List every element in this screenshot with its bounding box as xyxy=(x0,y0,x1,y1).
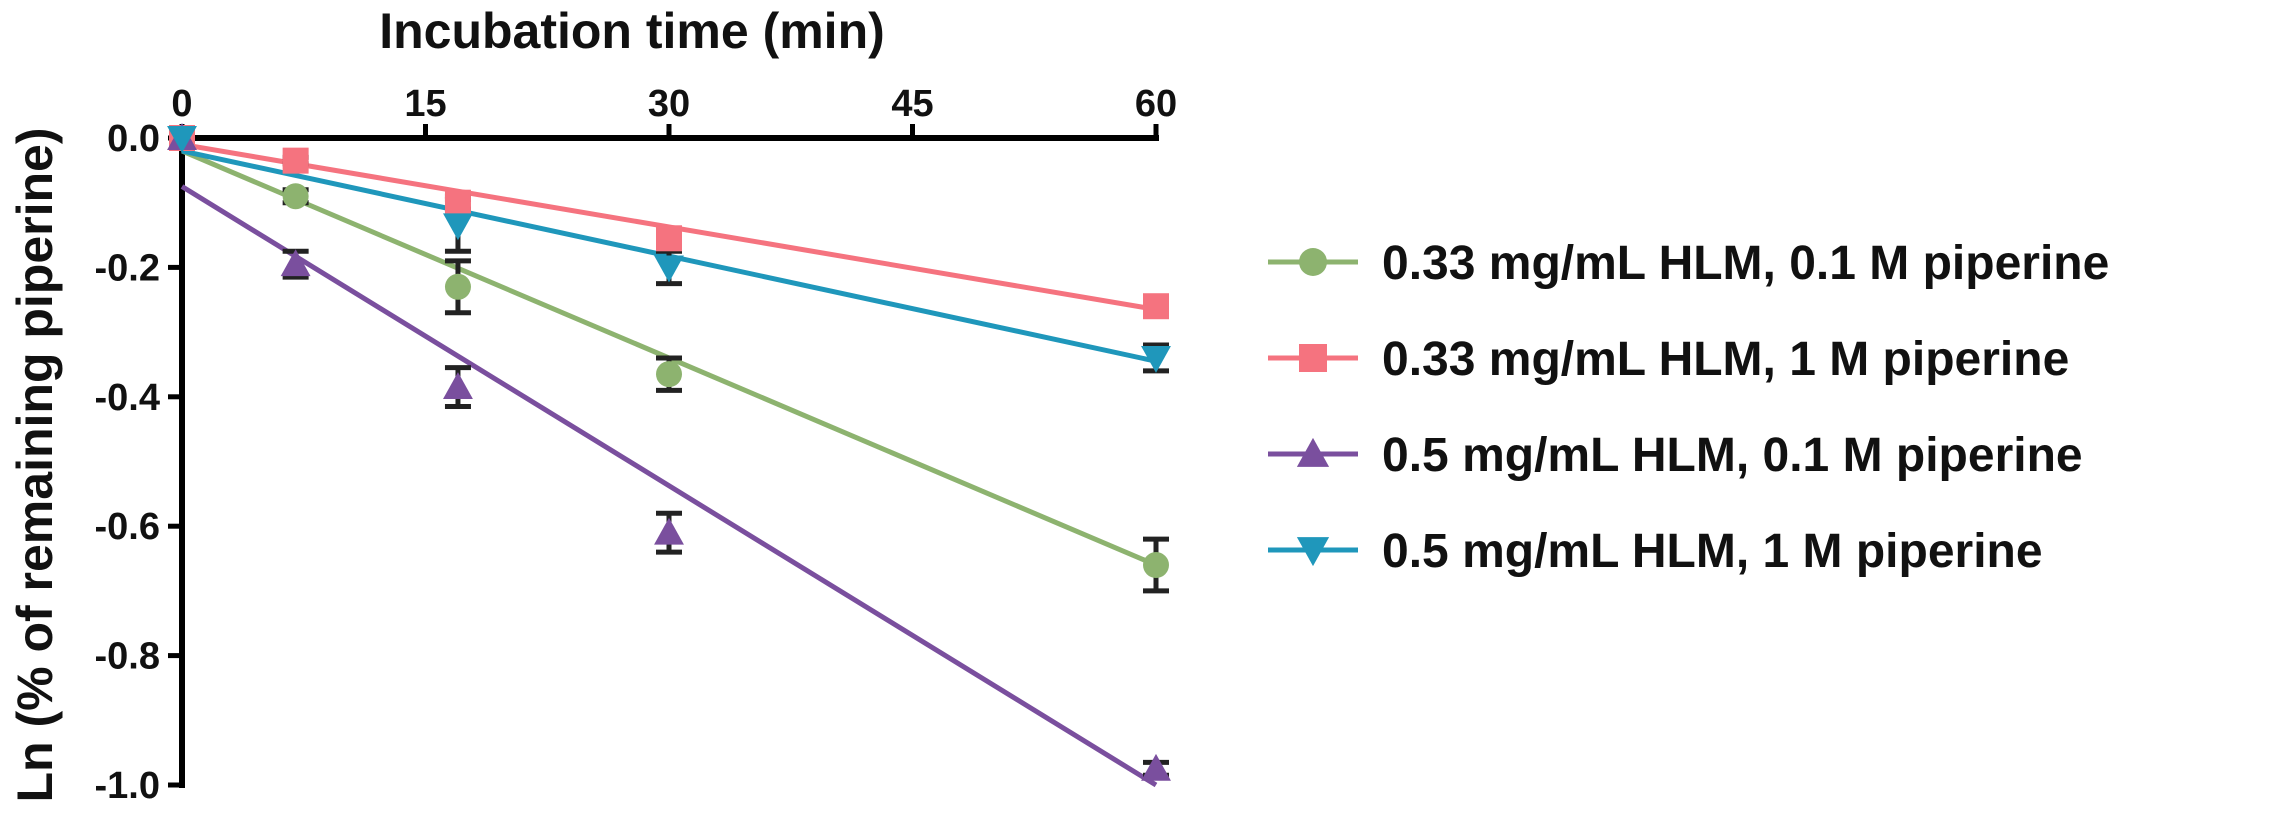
data-point-series-2 xyxy=(1143,293,1169,320)
legend-swatch-marker xyxy=(1296,537,1330,567)
data-point-series-3 xyxy=(443,372,473,400)
x-tick-label: 60 xyxy=(1135,83,1177,125)
legend-label: 0.33 mg/mL HLM, 1 M piperine xyxy=(1382,333,2069,386)
x-tick-label: 0 xyxy=(171,83,192,125)
y-tick-label: 0.0 xyxy=(107,118,160,160)
tick-marks: 0 15 30 45 60 0.0 -0.2 -0.4 -0.6 -0.8 -1.0 xyxy=(95,83,1178,807)
data-point-series-2 xyxy=(444,189,471,216)
data-point-series-4 xyxy=(654,255,684,283)
x-tick-label: 30 xyxy=(648,83,690,125)
legend-item: 0.33 mg/mL HLM, 0.1 M piperine xyxy=(1268,237,2109,290)
x-tick-label: 45 xyxy=(891,83,933,125)
x-tick-label: 15 xyxy=(404,83,446,125)
y-tick-label: -0.4 xyxy=(95,377,160,419)
legend-label: 0.5 mg/mL HLM, 0.1 M piperine xyxy=(1382,429,2083,482)
legend: 0.33 mg/mL HLM, 0.1 M piperine 0.33 mg/mL… xyxy=(1268,237,2109,578)
legend-label: 0.5 mg/mL HLM, 1 M piperine xyxy=(1382,525,2043,578)
data-point-series-3 xyxy=(280,249,311,277)
y-tick-label: -1.0 xyxy=(95,765,160,807)
data-point-series-3 xyxy=(1141,753,1171,781)
y-axis-title: Ln (% of remaining piperine) xyxy=(7,127,63,802)
data-point-series-4 xyxy=(443,213,473,241)
y-tick-label: -0.6 xyxy=(95,506,160,548)
legend-label: 0.33 mg/mL HLM, 0.1 M piperine xyxy=(1382,237,2109,290)
data-point-series-3 xyxy=(654,517,684,545)
data-points xyxy=(167,123,1171,781)
data-point-series-1 xyxy=(444,273,471,300)
data-point-series-1 xyxy=(656,361,682,388)
data-point-series-1 xyxy=(1143,552,1169,579)
data-point-series-2 xyxy=(656,225,682,252)
y-tick-label: -0.2 xyxy=(95,247,160,289)
data-point-series-2 xyxy=(282,147,309,174)
legend-item: 0.33 mg/mL HLM, 1 M piperine xyxy=(1268,333,2069,386)
legend-swatch-marker xyxy=(1299,344,1327,372)
data-point-series-1 xyxy=(282,183,309,210)
legend-swatch-marker xyxy=(1299,248,1327,276)
data-point-series-4 xyxy=(167,126,197,153)
x-axis-title: Incubation time (min) xyxy=(379,3,885,59)
legend-swatch-marker xyxy=(1296,437,1330,467)
legend-item: 0.5 mg/mL HLM, 1 M piperine xyxy=(1268,525,2043,578)
data-point-series-4 xyxy=(1141,346,1171,373)
legend-item: 0.5 mg/mL HLM, 0.1 M piperine xyxy=(1268,429,2083,482)
fit-line-series-3 xyxy=(180,184,1158,788)
y-tick-label: -0.8 xyxy=(95,636,160,678)
